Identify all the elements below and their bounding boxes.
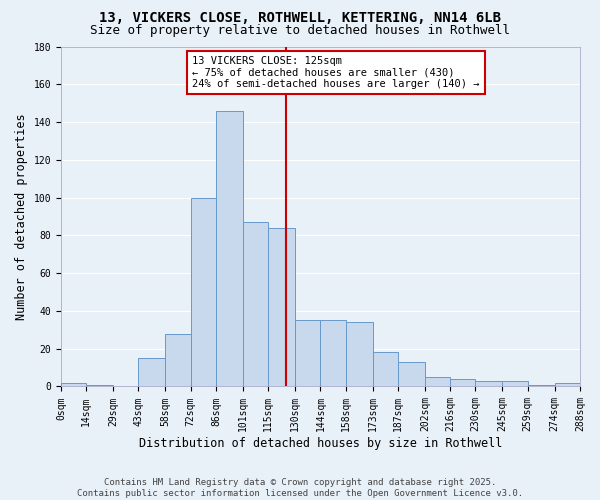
Text: Contains HM Land Registry data © Crown copyright and database right 2025.
Contai: Contains HM Land Registry data © Crown c… xyxy=(77,478,523,498)
Bar xyxy=(243,222,268,386)
Bar xyxy=(216,110,243,386)
Bar xyxy=(346,322,373,386)
Text: 13, VICKERS CLOSE, ROTHWELL, KETTERING, NN14 6LB: 13, VICKERS CLOSE, ROTHWELL, KETTERING, … xyxy=(99,11,501,25)
Text: Size of property relative to detached houses in Rothwell: Size of property relative to detached ho… xyxy=(90,24,510,37)
Bar xyxy=(191,198,216,386)
Bar xyxy=(425,377,450,386)
Bar xyxy=(61,382,86,386)
Bar xyxy=(398,362,425,386)
Bar xyxy=(528,384,555,386)
Bar xyxy=(450,379,475,386)
X-axis label: Distribution of detached houses by size in Rothwell: Distribution of detached houses by size … xyxy=(139,437,502,450)
Bar xyxy=(475,381,502,386)
Bar xyxy=(295,320,320,386)
Bar xyxy=(320,320,346,386)
Bar xyxy=(268,228,295,386)
Bar xyxy=(139,358,166,386)
Bar xyxy=(555,382,580,386)
Bar xyxy=(86,384,113,386)
Text: 13 VICKERS CLOSE: 125sqm
← 75% of detached houses are smaller (430)
24% of semi-: 13 VICKERS CLOSE: 125sqm ← 75% of detach… xyxy=(193,56,480,89)
Bar xyxy=(166,334,191,386)
Y-axis label: Number of detached properties: Number of detached properties xyxy=(15,113,28,320)
Bar xyxy=(502,381,528,386)
Bar xyxy=(373,352,398,386)
